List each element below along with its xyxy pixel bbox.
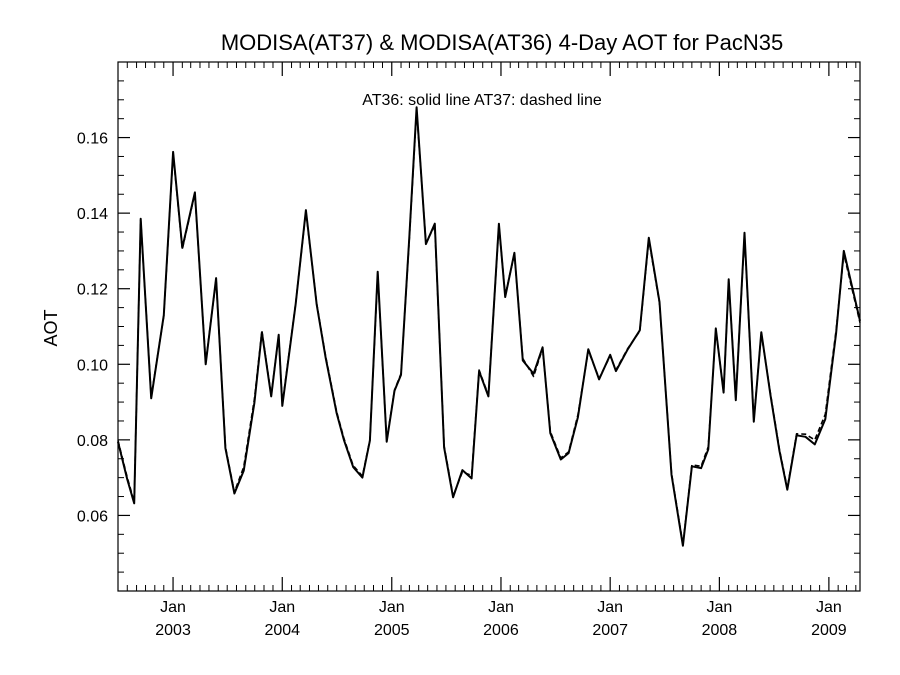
series-layer <box>117 106 861 547</box>
x-tick-month-label: Jan <box>379 599 405 616</box>
x-tick-year-label: 2008 <box>702 622 738 639</box>
x-tick-year-label: 2009 <box>811 622 847 639</box>
x-tick-month-label: Jan <box>706 599 732 616</box>
y-axis-label: AOT <box>41 309 61 346</box>
x-tick-month-label: Jan <box>160 599 186 616</box>
x-tick-month-label: Jan <box>597 599 623 616</box>
plot-axes: 0.06 0.08 0.10 0.12 0.14 0.16 Jan 2003 Jan 2004 Ja… <box>77 61 861 639</box>
x-tick-year-label: 2005 <box>374 622 410 639</box>
x-tick-year-label: 2006 <box>483 622 519 639</box>
x-tick-month-label: Jan <box>488 599 514 616</box>
series-line-at37 <box>117 108 861 545</box>
x-tick-year-label: 2003 <box>155 622 191 639</box>
chart-title: MODISA(AT37) & MODISA(AT36) 4-Day AOT fo… <box>221 30 783 55</box>
x-tick-year-label: 2007 <box>592 622 628 639</box>
x-tick-month-label: Jan <box>816 599 842 616</box>
y-tick-label: 0.16 <box>77 131 108 148</box>
y-tick-label: 0.14 <box>77 206 108 223</box>
x-tick-year-label: 2004 <box>264 622 300 639</box>
y-tick-label: 0.08 <box>77 433 108 450</box>
y-tick-label: 0.06 <box>77 508 108 525</box>
line-style-annotation: AT36: solid line AT37: dashed line <box>362 92 602 109</box>
y-tick-label: 0.10 <box>77 357 108 374</box>
y-tick-label: 0.12 <box>77 282 108 299</box>
x-tick-month-label: Jan <box>269 599 295 616</box>
